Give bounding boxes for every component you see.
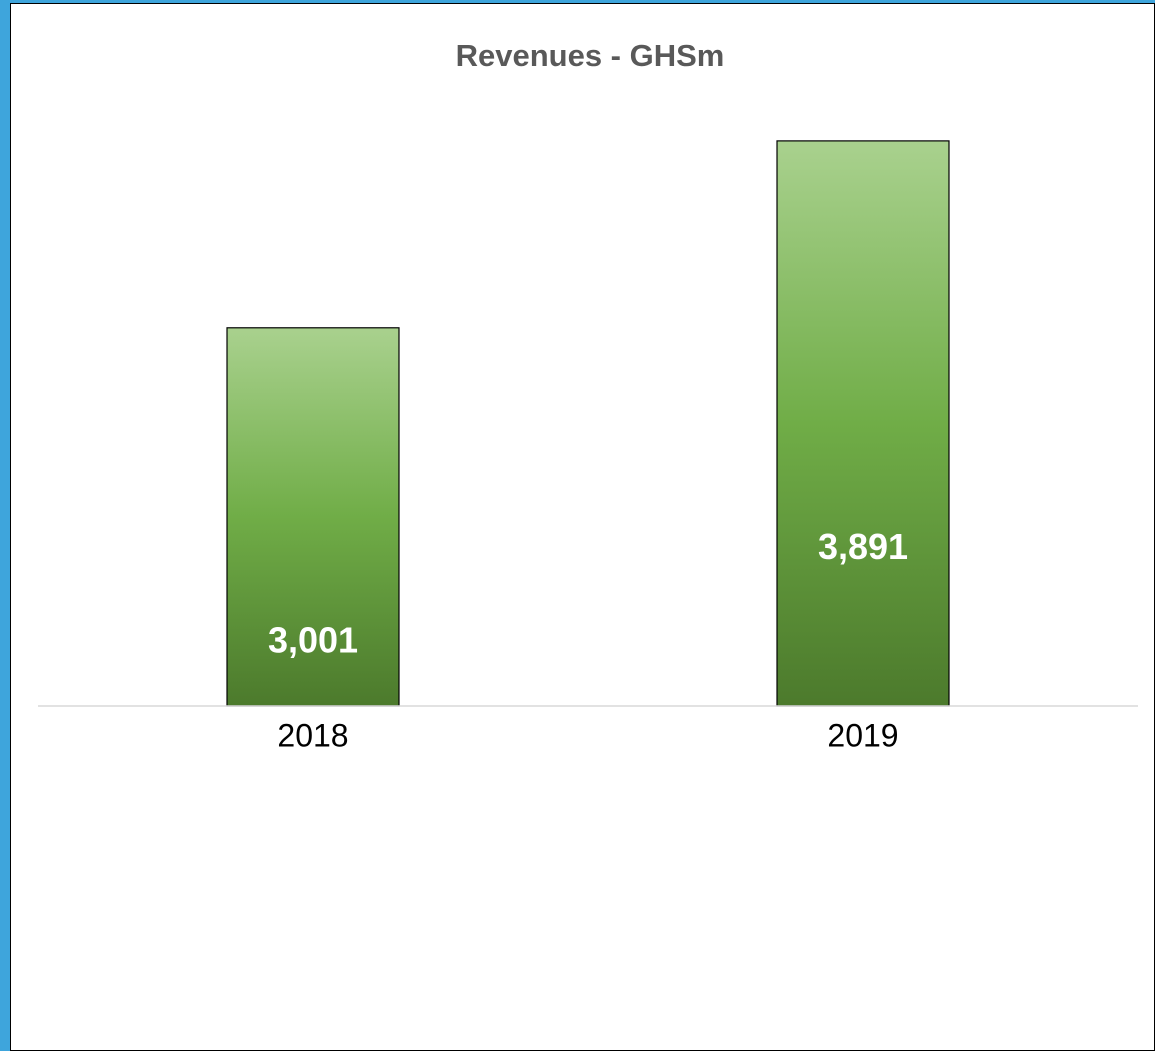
x-tick-label: 2018 xyxy=(277,717,348,753)
bar xyxy=(776,140,950,707)
data-label: 3,891 xyxy=(818,526,908,567)
chart-frame xyxy=(10,3,1155,1051)
chart-title: Revenues - GHSm xyxy=(456,38,725,73)
x-tick-label: 2019 xyxy=(827,717,898,753)
chart: Revenues - GHSm 2018 3,001 2019 3,891 xyxy=(10,3,1155,1051)
data-label: 3,001 xyxy=(268,619,358,660)
bar xyxy=(226,327,400,707)
